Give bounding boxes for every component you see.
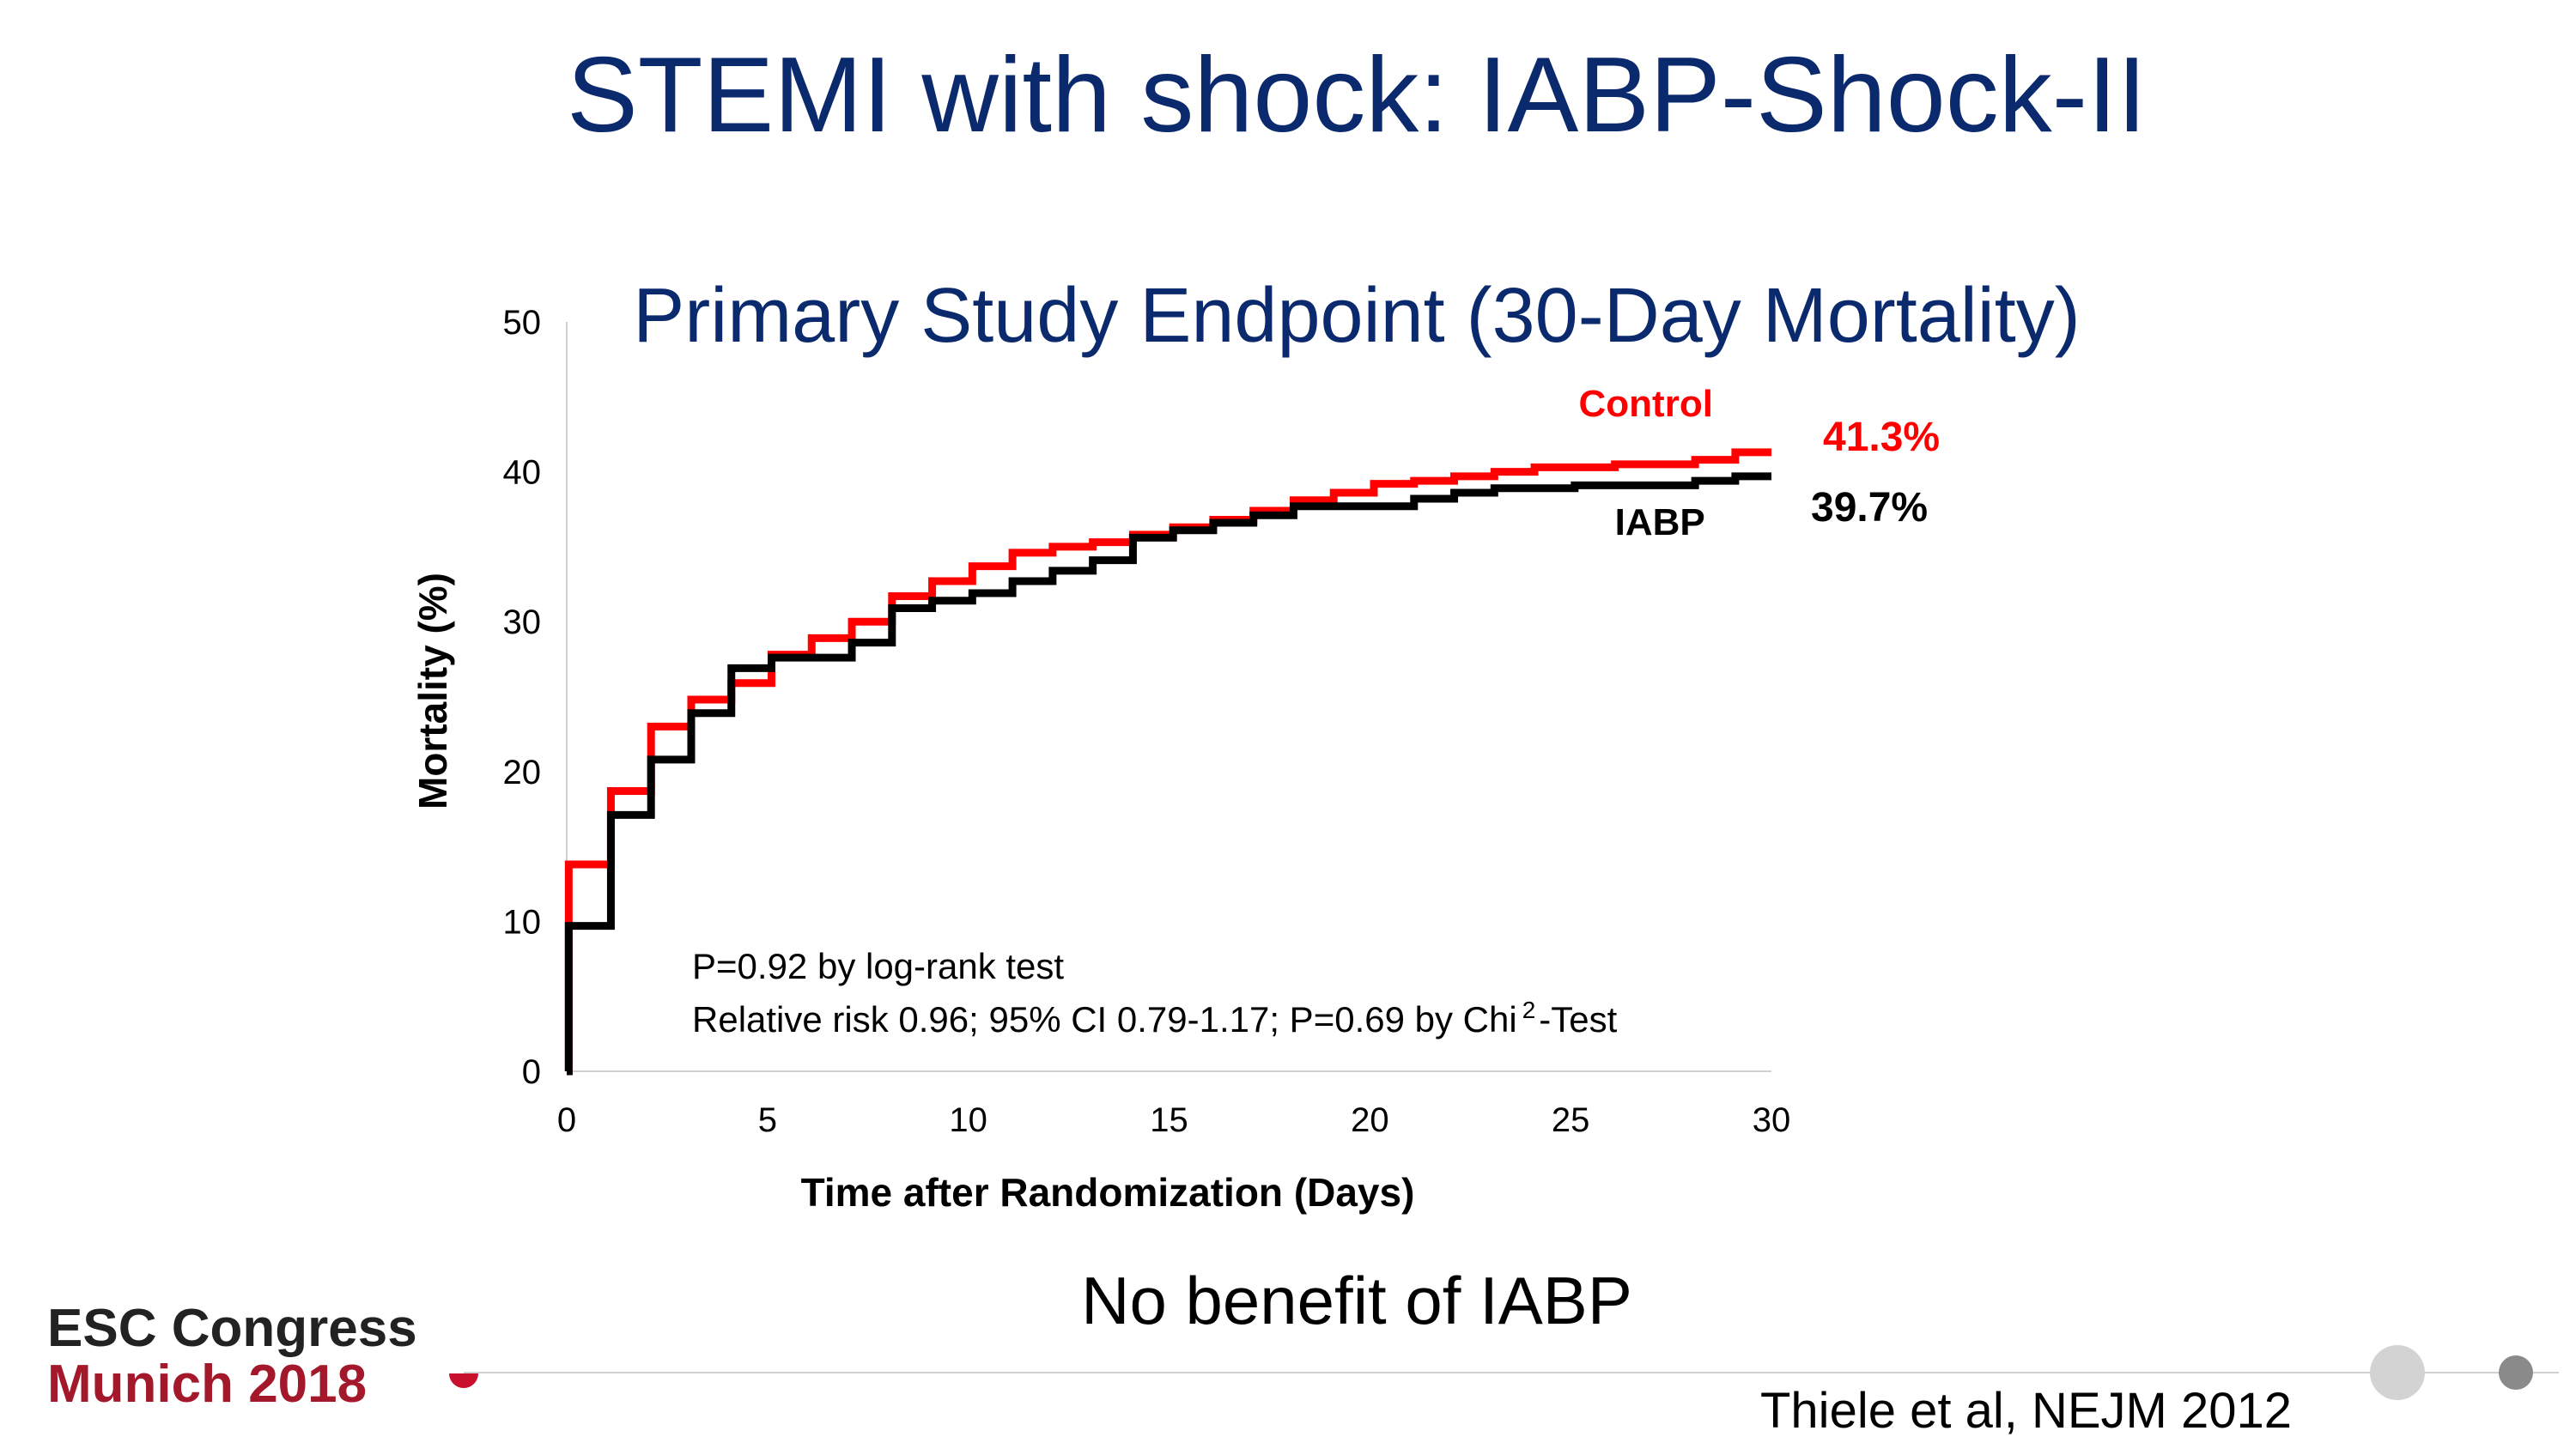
y-axis-label: Mortality (%) xyxy=(410,573,455,809)
y-tick-label: 20 xyxy=(503,754,542,791)
y-tick-label: 0 xyxy=(522,1053,541,1091)
esc-congress-logo: ESC Congress Munich 2018 xyxy=(47,1300,417,1412)
chi-test-suffix: -Test xyxy=(1539,999,1617,1040)
chi-superscript: 2 xyxy=(1522,997,1536,1023)
brand-line-1: ESC Congress xyxy=(47,1299,417,1358)
y-tick-label: 30 xyxy=(503,603,542,641)
x-tick-label: 20 xyxy=(1351,1101,1389,1139)
brand-line-2: Munich 2018 xyxy=(47,1355,368,1415)
final-value-iabp: 39.7% xyxy=(1811,485,1928,530)
x-tick-label: 0 xyxy=(557,1101,576,1139)
chart-subtitle: Primary Study Endpoint (30-Day Mortality… xyxy=(633,273,2081,359)
slide-nav-dot-small-icon[interactable] xyxy=(2499,1355,2533,1390)
brand-dot-icon xyxy=(449,1373,478,1388)
citation: Thiele et al, NEJM 2012 xyxy=(1760,1383,2292,1439)
x-tick-label: 10 xyxy=(949,1101,987,1139)
relative-risk-text: Relative risk 0.96; 95% CI 0.79-1.17; P=… xyxy=(692,999,1517,1040)
series-name-iabp: IABP xyxy=(1615,501,1705,543)
series-line-iabp xyxy=(564,472,1771,1076)
stats-annotation-relative-risk: Relative risk 0.96; 95% CI 0.79-1.17; P=… xyxy=(692,997,1618,1040)
x-tick-label: 15 xyxy=(1150,1101,1188,1139)
footer-divider xyxy=(464,1372,2559,1373)
final-value-control: 41.3% xyxy=(1823,415,1940,460)
y-tick-label: 40 xyxy=(503,454,542,492)
slide-title: STEMI with shock: IABP-Shock-II xyxy=(567,36,2147,155)
series-name-control: Control xyxy=(1579,383,1713,425)
y-tick-label: 10 xyxy=(503,903,542,941)
y-tick-label: 50 xyxy=(503,304,542,342)
x-tick-label: 25 xyxy=(1552,1101,1590,1139)
x-tick-label: 30 xyxy=(1753,1101,1791,1139)
conclusion-text: No benefit of IABP xyxy=(1081,1263,1632,1338)
x-axis-label: Time after Randomization (Days) xyxy=(801,1170,1415,1215)
x-tick-label: 5 xyxy=(758,1101,777,1139)
stats-annotation-logrank: P=0.92 by log-rank test xyxy=(692,946,1064,986)
slide-nav-dot-icon[interactable] xyxy=(2370,1345,2425,1400)
